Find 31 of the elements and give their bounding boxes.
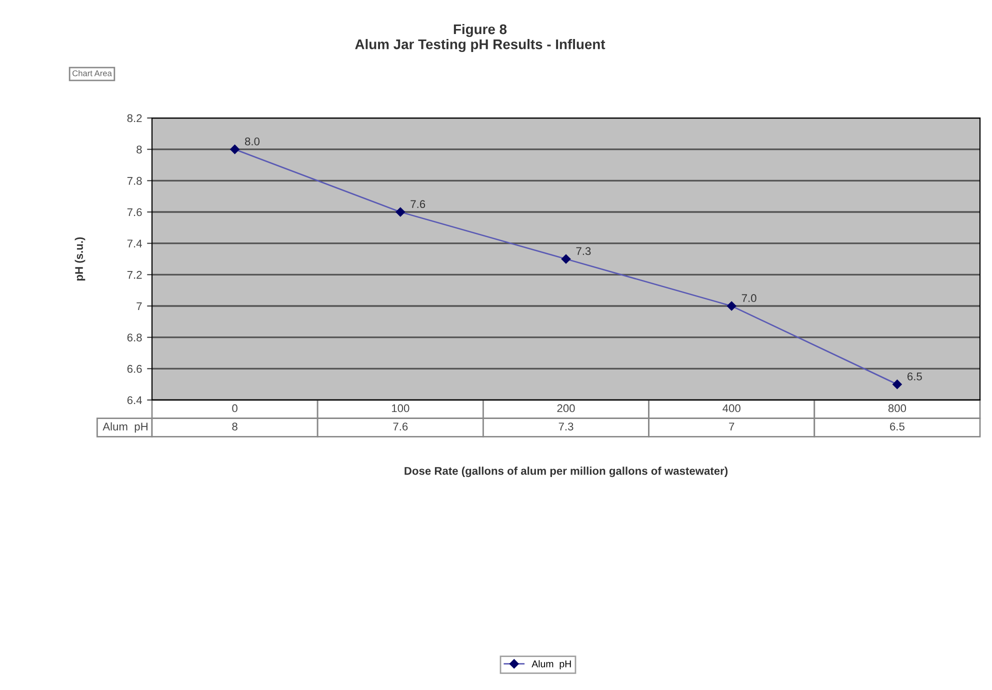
y-tick-label: 7.6 (127, 208, 142, 216)
data-label: 7.6 (393, 422, 408, 430)
y-tick-label: 8 (136, 146, 142, 154)
x-tick-label: 0 (232, 404, 238, 412)
annotation: 8.0 (245, 138, 260, 146)
data-label: 6.5 (890, 422, 904, 430)
annotation: 7.3 (576, 247, 591, 256)
y-tick-label: 8.2 (127, 114, 142, 122)
y-axis-title: pH (s.u.) (74, 237, 86, 280)
y-tick-label: 7.4 (127, 240, 142, 248)
x-tick-label: 800 (888, 404, 906, 412)
legend-label: Alum pH (532, 660, 571, 670)
annotation: 7.6 (410, 200, 426, 208)
y-tick-label: 7.2 (127, 270, 142, 279)
annotation: 6.5 (907, 372, 922, 380)
y-tick-label: 7.8 (127, 176, 142, 185)
data-label: 7.3 (558, 422, 574, 430)
y-tick-label: 6.6 (127, 364, 142, 373)
chart-title: Figure 8 Alum Jar Testing pH Results - Influent (355, 24, 606, 52)
text: Chart Area (72, 70, 112, 76)
data-label: 7 (729, 422, 734, 430)
annotation: 7.0 (742, 294, 756, 302)
y-tick-label: 7 (136, 302, 142, 310)
x-axis-title: Dose Rate (gallons of alum per million gallons of wastewater) (404, 466, 728, 478)
x-tick-label: 200 (557, 404, 575, 412)
y-tick-label: 6.8 (127, 334, 142, 342)
text: Alum pH (102, 422, 148, 433)
data-label: 8 (232, 422, 238, 430)
x-tick-label: 400 (722, 404, 740, 412)
y-tick-label: 6.4 (127, 396, 142, 404)
x-tick-label: 100 (392, 404, 410, 412)
